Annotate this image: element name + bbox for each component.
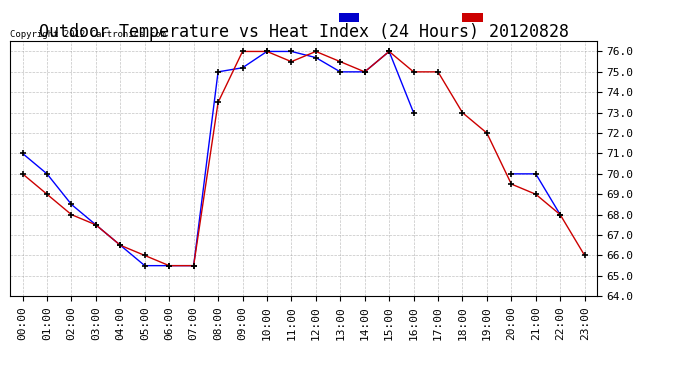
Title: Outdoor Temperature vs Heat Index (24 Hours) 20120828: Outdoor Temperature vs Heat Index (24 Ho…	[39, 23, 569, 41]
Legend: Heat Index  (°F), Temperature  (°F): Heat Index (°F), Temperature (°F)	[339, 13, 591, 23]
Text: Copyright 2012 Cartronics.com: Copyright 2012 Cartronics.com	[10, 30, 166, 39]
